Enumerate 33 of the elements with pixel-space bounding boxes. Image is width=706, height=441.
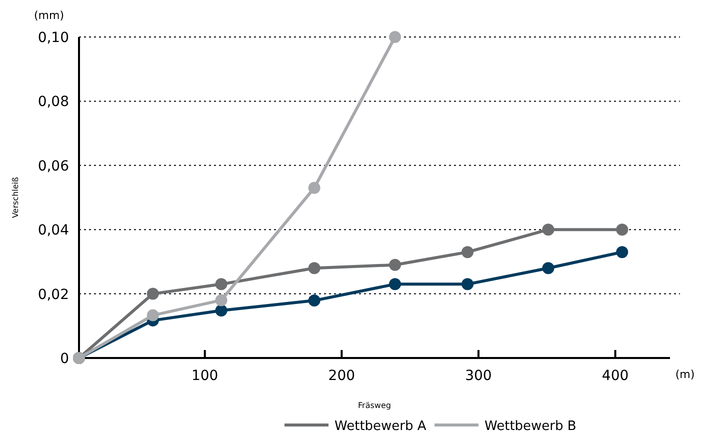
x-tick-label: 100 — [191, 368, 218, 384]
y-tick-label: 0 — [60, 351, 69, 367]
point — [542, 224, 554, 236]
point — [146, 309, 159, 322]
point — [215, 294, 228, 306]
point — [462, 246, 474, 258]
legend-label: Wettbewerb B — [484, 419, 576, 434]
y-tick-label: 0,10 — [38, 30, 69, 46]
point — [215, 304, 228, 316]
x-tick-label: 300 — [465, 368, 492, 384]
x-tick-label: 200 — [328, 368, 356, 384]
point — [308, 262, 320, 274]
y-tick-label: 0,08 — [38, 94, 69, 110]
y-tick-label: 0,02 — [38, 286, 69, 303]
text: (mm) — [34, 9, 64, 22]
point — [146, 288, 159, 300]
point — [389, 278, 402, 290]
point — [616, 246, 628, 258]
point — [389, 258, 402, 271]
point — [389, 31, 402, 43]
point — [542, 262, 554, 274]
x-axis-title: Fräsweg — [358, 401, 391, 410]
point — [308, 294, 320, 307]
x-tick-label: 400 — [602, 368, 629, 384]
y-tick-label: 0,06 — [38, 158, 70, 174]
point — [462, 278, 474, 290]
y-axis-title: Verschleiß — [11, 176, 20, 218]
point — [616, 224, 628, 236]
point — [308, 182, 320, 194]
point — [215, 278, 228, 290]
legend-label: Wettbewerb A — [334, 419, 426, 434]
text: (m) — [675, 368, 695, 381]
y-tick-label: 0,04 — [38, 222, 70, 239]
